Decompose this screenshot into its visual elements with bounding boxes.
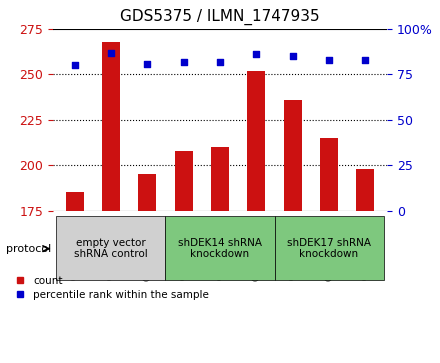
Point <box>289 53 296 59</box>
Bar <box>247 71 265 211</box>
Bar <box>320 138 338 211</box>
FancyBboxPatch shape <box>56 216 165 280</box>
Text: shDEK14 shRNA
knockdown: shDEK14 shRNA knockdown <box>178 238 262 260</box>
FancyBboxPatch shape <box>165 216 275 280</box>
Bar <box>356 169 374 211</box>
Legend: count, percentile rank within the sample: count, percentile rank within the sample <box>15 276 209 300</box>
Bar <box>66 192 84 211</box>
Point <box>216 59 224 65</box>
Title: GDS5375 / ILMN_1747935: GDS5375 / ILMN_1747935 <box>120 9 320 25</box>
Bar <box>284 100 302 211</box>
Bar <box>102 42 120 211</box>
Point <box>253 52 260 57</box>
Text: shDEK17 shRNA
knockdown: shDEK17 shRNA knockdown <box>287 238 371 260</box>
Point <box>180 59 187 65</box>
FancyBboxPatch shape <box>275 216 384 280</box>
Point <box>144 61 151 66</box>
Point <box>107 50 114 56</box>
Point <box>362 57 369 63</box>
Text: empty vector
shRNA control: empty vector shRNA control <box>74 238 148 260</box>
Point <box>326 57 333 63</box>
Bar <box>211 147 229 211</box>
Bar <box>138 174 156 211</box>
Bar <box>175 151 193 211</box>
Point <box>71 62 78 68</box>
Text: protocol: protocol <box>6 244 51 254</box>
